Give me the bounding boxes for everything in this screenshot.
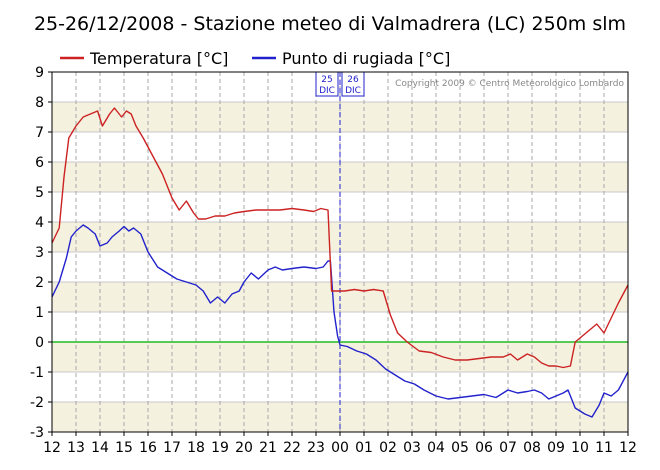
- x-tick-label: 12: [43, 440, 61, 456]
- y-tick-label: 0: [35, 335, 44, 351]
- y-tick-label: 3: [35, 245, 44, 261]
- y-tick-label: 4: [35, 215, 44, 231]
- day-label-right-day: 26: [347, 75, 359, 85]
- y-tick-label: 5: [35, 185, 44, 201]
- x-tick-label: 07: [499, 440, 517, 456]
- x-tick-label: 15: [115, 440, 133, 456]
- copyright-note: Copyright 2009 © Centro Meteorologico Lo…: [395, 79, 624, 89]
- legend-label-temperatura: Temperatura [°C]: [89, 49, 228, 68]
- x-tick-label: 23: [307, 440, 325, 456]
- x-tick-label: 11: [595, 440, 613, 456]
- x-tick-label: 01: [355, 440, 373, 456]
- y-tick-label: -3: [30, 425, 44, 441]
- x-tick-label: 14: [91, 440, 109, 456]
- y-tick-label: 1: [35, 305, 44, 321]
- x-tick-label: 10: [571, 440, 589, 456]
- y-tick-label: 7: [35, 125, 44, 141]
- x-tick-label: 17: [163, 440, 181, 456]
- x-tick-label: 08: [523, 440, 541, 456]
- y-tick-label: 9: [35, 65, 44, 81]
- y-tick-label: 6: [35, 155, 44, 171]
- x-tick-label: 21: [259, 440, 277, 456]
- x-tick-label: 06: [475, 440, 493, 456]
- day-label-left-month: DIC: [319, 86, 335, 96]
- x-tick-label: 09: [547, 440, 565, 456]
- x-tick-label: 13: [67, 440, 85, 456]
- x-tick-label: 02: [379, 440, 397, 456]
- x-tick-label: 00: [331, 440, 349, 456]
- series-line-temperatura: [51, 107, 629, 369]
- y-tick-label: -1: [30, 365, 44, 381]
- x-tick-label: 20: [235, 440, 253, 456]
- y-tick-label: 2: [35, 275, 44, 291]
- x-tick-label: 04: [427, 440, 445, 456]
- day-label-right-month: DIC: [345, 86, 361, 96]
- x-tick-label: 18: [187, 440, 205, 456]
- chart-title: 25-26/12/2008 - Stazione meteo di Valmad…: [34, 13, 626, 35]
- x-tick-label: 22: [283, 440, 301, 456]
- x-tick-label: 12: [619, 440, 637, 456]
- x-tick-label: 19: [211, 440, 229, 456]
- x-tick-label: 03: [403, 440, 421, 456]
- legend-label-rugiada: Punto di rugiada [°C]: [282, 49, 450, 68]
- x-tick-label: 16: [139, 440, 157, 456]
- x-tick-label: 05: [451, 440, 469, 456]
- day-label-left-day: 25: [321, 75, 332, 85]
- series-line-rugiada: [51, 224, 629, 418]
- y-tick-label: 8: [35, 95, 44, 111]
- y-tick-label: -2: [30, 395, 44, 411]
